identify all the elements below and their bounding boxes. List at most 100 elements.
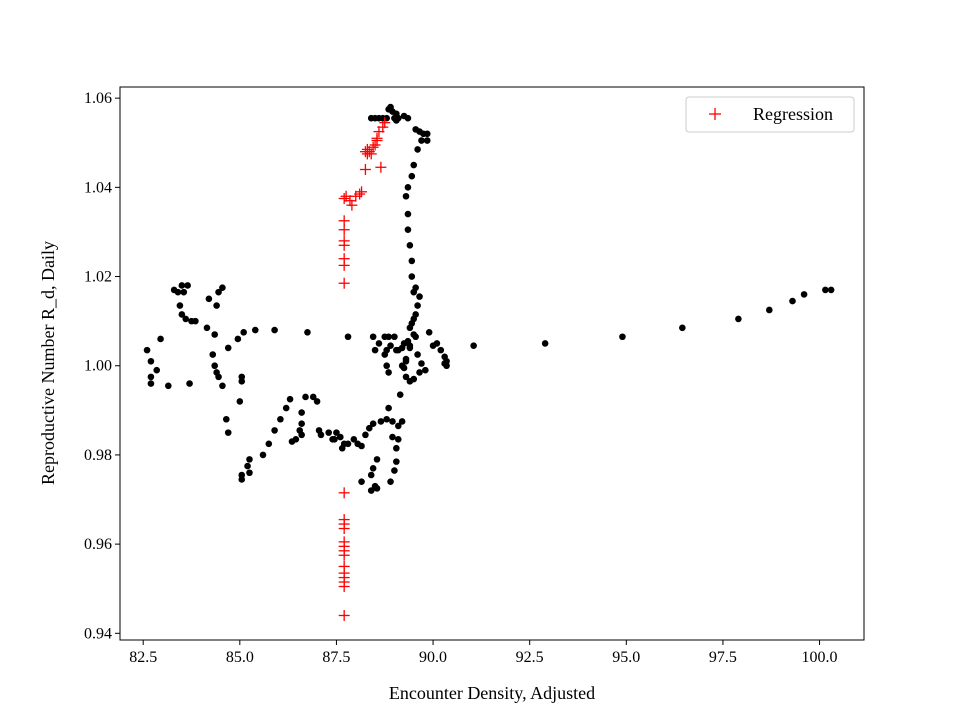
data-point: [377, 418, 385, 425]
data-point: [822, 286, 829, 294]
data-point: [304, 328, 311, 336]
data-point: [375, 340, 383, 347]
data-point: [470, 342, 477, 349]
x-tick-label: 82.5: [129, 649, 157, 666]
data-point: [367, 471, 375, 479]
data-point: [394, 422, 402, 430]
data-point: [383, 362, 390, 370]
data-point: [404, 226, 412, 234]
data-point: [302, 393, 309, 401]
data-point: [373, 456, 381, 463]
regression-point: [338, 514, 350, 526]
data-point: [213, 302, 220, 309]
y-tick-label: 1.04: [84, 179, 112, 196]
data-point: [176, 302, 184, 309]
legend-label-regression: Regression: [753, 104, 833, 124]
data-point: [333, 429, 340, 436]
data-point: [400, 364, 408, 372]
data-point: [180, 288, 188, 296]
data-point: [369, 333, 377, 341]
data-point: [416, 369, 423, 376]
data-point: [408, 172, 416, 180]
regression-point: [346, 199, 358, 211]
data-point: [800, 291, 808, 298]
data-point: [147, 373, 155, 381]
data-point: [393, 117, 400, 124]
data-point: [157, 335, 164, 343]
regression-point: [338, 487, 350, 499]
data-point: [437, 346, 445, 354]
data-point: [192, 317, 199, 325]
data-point: [222, 415, 230, 423]
regression-point: [359, 164, 371, 176]
data-point: [404, 210, 412, 218]
data-point: [153, 366, 161, 374]
data-point: [381, 351, 389, 358]
data-point: [412, 126, 419, 133]
x-tick-label: 87.5: [322, 649, 350, 666]
data-point: [286, 395, 294, 403]
data-point: [391, 467, 398, 474]
data-point: [443, 362, 450, 370]
legend: Regression: [685, 96, 855, 133]
plot-frame: [119, 86, 865, 641]
data-point: [385, 369, 392, 376]
data-point: [298, 431, 305, 439]
data-point: [240, 328, 247, 336]
x-tick-label: 100.0: [802, 649, 838, 666]
regression-point: [356, 186, 368, 198]
x-axis-label: Encounter Density, Adjusted: [389, 683, 595, 703]
legend-box: [685, 96, 855, 133]
data-point: [178, 282, 186, 289]
data-point: [396, 391, 404, 399]
plot-area: [120, 87, 864, 640]
data-point: [402, 192, 410, 200]
data-point: [174, 288, 182, 296]
data-point: [224, 429, 232, 436]
data-point: [418, 137, 425, 144]
y-tick-label: 1.06: [84, 90, 112, 107]
data-point: [404, 184, 412, 191]
data-point: [367, 487, 375, 494]
data-point: [236, 398, 244, 405]
data-point: [422, 366, 429, 374]
data-point: [369, 465, 377, 472]
data-point: [238, 378, 246, 385]
data-point: [414, 351, 421, 358]
regression-point: [379, 117, 391, 129]
data-point: [292, 436, 300, 443]
data-point: [408, 257, 416, 265]
data-point: [373, 485, 381, 492]
data-point: [619, 333, 626, 341]
data-point: [211, 362, 218, 370]
regression-point: [354, 188, 366, 200]
regression-point: [361, 148, 373, 160]
data-point: [369, 420, 377, 428]
data-point: [418, 360, 425, 367]
data-point: [412, 284, 419, 291]
data-point: [246, 469, 253, 477]
data-point: [400, 112, 408, 120]
data-point: [358, 478, 365, 485]
regression-point: [338, 253, 350, 265]
x-tick-label: 95.0: [612, 649, 640, 666]
data-point: [394, 436, 402, 443]
regression-point: [375, 161, 387, 173]
data-point: [147, 357, 155, 365]
data-point: [402, 355, 410, 363]
data-point: [317, 431, 325, 439]
data-point: [433, 340, 441, 347]
data-point: [234, 335, 242, 343]
regression-point: [338, 536, 350, 548]
data-point: [238, 476, 246, 483]
data-point: [178, 311, 186, 318]
data-point: [385, 105, 392, 113]
data-point: [298, 409, 305, 416]
data-point: [219, 284, 226, 291]
data-point: [358, 442, 365, 450]
x-tick-label: 97.5: [709, 649, 737, 666]
data-point: [425, 328, 433, 336]
data-point: [406, 342, 414, 349]
y-tick-label: 0.96: [84, 536, 112, 553]
data-point: [186, 380, 193, 387]
